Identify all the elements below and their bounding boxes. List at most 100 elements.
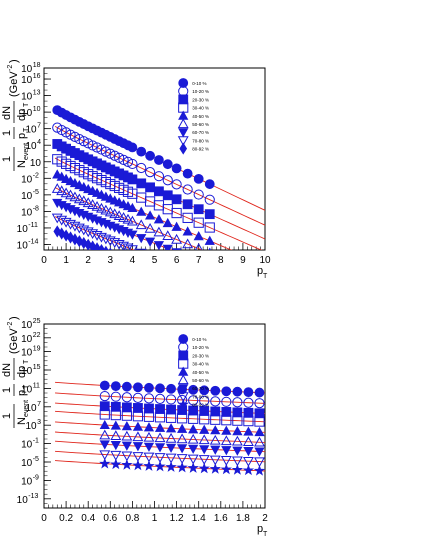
data-point	[243, 397, 254, 408]
legend-entry: 70-80 %	[177, 136, 209, 147]
y-tick-label: 10 10	[21, 106, 41, 119]
data-point	[132, 392, 144, 403]
y-tick-exponent: 3	[37, 419, 41, 426]
data-point	[143, 442, 155, 452]
data-point	[242, 464, 255, 476]
legend-marker	[178, 384, 189, 394]
data-point	[188, 405, 199, 416]
y-tick-label: 10 -9	[21, 474, 39, 487]
data-point	[105, 148, 116, 159]
data-point	[136, 162, 147, 174]
plot-frame	[43, 323, 266, 509]
data-point	[155, 267, 162, 278]
y-tick-base: 10	[21, 348, 33, 359]
data-point	[254, 408, 265, 419]
data-point	[254, 416, 265, 427]
y-label-numerator-2: 1	[1, 130, 13, 136]
data-point	[232, 407, 243, 418]
data-point	[127, 158, 138, 170]
data-point	[221, 396, 232, 407]
data-point	[199, 406, 210, 416]
data-point	[121, 402, 132, 413]
legend-label: 50-60 %	[192, 378, 209, 383]
data-point	[220, 463, 232, 475]
y-tick-base: 10	[21, 334, 33, 345]
y-tick-base: 10	[17, 224, 29, 235]
data-point	[96, 202, 107, 213]
data-point	[79, 236, 88, 250]
series-1	[99, 380, 265, 398]
data-point	[254, 426, 265, 437]
data-point	[204, 179, 215, 189]
data-point	[121, 458, 133, 470]
data-point	[232, 415, 243, 426]
y-tick-label: 10 7	[25, 401, 41, 414]
y-label-unit: (GeV	[8, 328, 20, 354]
y-tick-base: 10	[17, 495, 29, 506]
data-point	[108, 247, 112, 250]
data-point	[73, 223, 85, 234]
data-point	[136, 146, 147, 157]
data-point	[65, 219, 76, 230]
data-point	[133, 382, 143, 393]
data-point	[100, 234, 112, 245]
data-point	[165, 412, 177, 423]
data-point	[133, 403, 143, 413]
data-point	[132, 452, 144, 462]
data-point	[162, 244, 173, 250]
y-label-unit: (GeV	[8, 71, 20, 97]
data-point	[110, 391, 121, 402]
data-point	[99, 380, 110, 391]
data-point	[69, 221, 81, 232]
x-tick-label: 0.8	[125, 513, 139, 524]
x-tick-label: 7	[196, 255, 202, 266]
data-point	[193, 217, 204, 228]
data-point	[144, 237, 156, 247]
y-tick-label: 10 -14	[17, 238, 39, 251]
legend-label: 10-20 %	[192, 89, 209, 94]
fit-curve-2	[54, 125, 265, 226]
y-tick-label: 10 -5	[21, 456, 39, 469]
data-point	[210, 396, 221, 407]
data-point	[171, 233, 183, 244]
y-label-dp: dp	[16, 109, 28, 121]
data-point	[99, 440, 110, 450]
data-point	[127, 142, 138, 153]
fit-curve-6	[54, 187, 204, 250]
data-point	[73, 193, 85, 204]
data-point	[96, 232, 107, 243]
data-point	[188, 384, 199, 395]
fit-curve-8	[55, 450, 265, 463]
x-tick-label: 1.8	[236, 513, 250, 524]
y-tick-base: 10	[21, 458, 33, 469]
data-point	[99, 401, 110, 412]
x-label-p: p	[257, 265, 263, 277]
data-point	[154, 443, 166, 453]
y-tick-exponent: -2	[33, 172, 39, 179]
data-point	[171, 248, 182, 250]
data-point	[162, 159, 173, 170]
data-point	[143, 460, 155, 471]
data-point	[144, 403, 154, 414]
data-point	[221, 446, 232, 456]
y-tick-label: 10 25	[21, 318, 41, 331]
data-point	[144, 210, 156, 220]
data-point	[82, 227, 94, 238]
data-point	[154, 393, 166, 405]
data-point	[242, 436, 254, 446]
legend-marker	[179, 142, 188, 155]
y-tick-base: 10	[21, 108, 33, 119]
fit-curve-6	[55, 431, 265, 443]
data-point	[165, 394, 177, 405]
series-3	[52, 139, 215, 220]
data-point	[153, 214, 165, 224]
y-tick-label: 10 3	[25, 419, 41, 432]
data-point	[51, 213, 63, 224]
legend-marker	[178, 342, 189, 353]
y-tick-base: 10	[25, 125, 37, 136]
data-point	[127, 202, 138, 213]
y-label-event-sub: event	[23, 143, 30, 160]
legend-entry: 60-70 %	[178, 384, 209, 394]
data-point	[93, 242, 101, 250]
